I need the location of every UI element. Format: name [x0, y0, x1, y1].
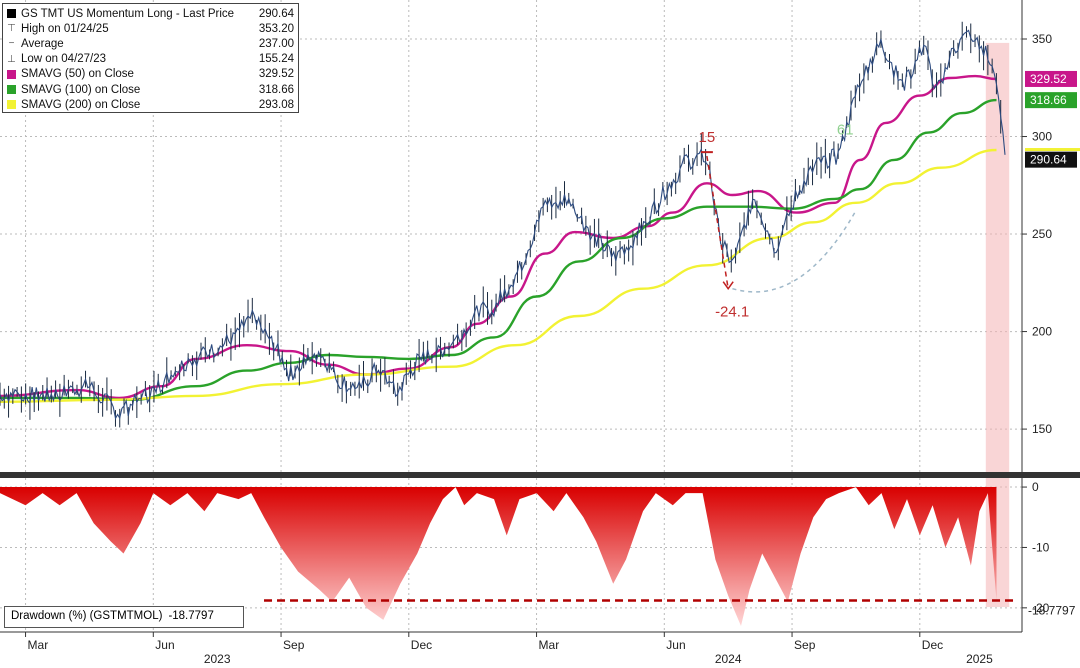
- legend-value: 329.52: [258, 68, 294, 81]
- legend-row: SMAVG (100) on Close 318.66: [7, 82, 294, 97]
- trough-label: -24.1: [715, 304, 749, 321]
- legend-value: 290.64: [258, 7, 294, 20]
- drawdown-legend-label: Drawdown (%) (GSTMTMOL): [11, 610, 163, 622]
- x-tick-label: Jun: [666, 638, 685, 652]
- moving-average-line-2: [0, 148, 997, 403]
- legend-value: 318.66: [258, 83, 294, 96]
- y-tick-label: 150: [1032, 422, 1052, 436]
- price-legend: GS TMT US Momentum Long - Last Price 290.…: [2, 3, 299, 113]
- moving-average-line-0: [0, 74, 997, 400]
- last-value-price-bg: [1025, 151, 1077, 168]
- annotations: 15 -24.1 61: [699, 122, 857, 321]
- partial-label: 61: [837, 122, 854, 139]
- legend-row: ⊥ Low on 04/27/23 155.24: [7, 52, 294, 67]
- y-tick-label: 300: [1032, 130, 1052, 144]
- recovery-arc: [732, 210, 857, 293]
- moving-average-line-1: [0, 98, 997, 402]
- high-marker-icon: ⊤: [7, 23, 16, 35]
- x-tick-label: Jun: [155, 638, 174, 652]
- y-tick-label: 200: [1032, 325, 1052, 339]
- last-value-sma200-marker: [1025, 148, 1080, 152]
- x-year-label: 2024: [715, 652, 742, 666]
- last-value-sma100: 318.66: [1030, 93, 1067, 107]
- x-tick-label: Sep: [794, 638, 816, 652]
- x-tick-label: Dec: [922, 638, 943, 652]
- legend-label: High on 01/24/25: [21, 22, 109, 35]
- legend-row: SMAVG (50) on Close 329.52: [7, 67, 294, 82]
- drawdown-panel: [0, 487, 1014, 626]
- legend-swatch: [7, 69, 16, 79]
- legend-row: SMAVG (200) on Close 293.08: [7, 97, 294, 112]
- legend-label: SMAVG (50) on Close: [21, 68, 134, 81]
- legend-label: GS TMT US Momentum Long - Last Price: [21, 7, 235, 20]
- x-year-label: 2025: [966, 652, 993, 666]
- y-tick-label: 350: [1032, 32, 1052, 46]
- y-tick-label: -10: [1032, 540, 1050, 554]
- last-value-sma100-bg: [1025, 92, 1077, 109]
- drawdown-area: [0, 487, 997, 626]
- recent-period-highlight: [985, 42, 1010, 607]
- legend-value: 155.24: [258, 53, 294, 66]
- legend-swatch: [7, 100, 16, 110]
- drawdown-reference-label: -18.7797: [1028, 603, 1076, 617]
- legend-value: 293.08: [258, 98, 294, 111]
- last-value-sma50: 329.52: [1030, 72, 1067, 86]
- price-series: [0, 21, 1006, 428]
- panel-separator: [0, 472, 1080, 478]
- peak-label: 15: [699, 129, 716, 146]
- legend-label: SMAVG (200) on Close: [21, 98, 141, 111]
- legend-value: 237.00: [258, 37, 294, 50]
- x-year-label: 2023: [204, 652, 231, 666]
- y-tick-label: 250: [1032, 227, 1052, 241]
- x-tick-label: Mar: [539, 638, 560, 652]
- legend-row: ⊤ High on 01/24/25 353.20: [7, 21, 294, 36]
- legend-value: 353.20: [258, 22, 294, 35]
- price-line: [0, 29, 1006, 421]
- drawdown-legend-value: -18.7797: [168, 610, 214, 622]
- legend-label: SMAVG (100) on Close: [21, 83, 141, 96]
- avg-marker-icon: −: [8, 38, 15, 50]
- low-marker-icon: ⊥: [7, 53, 16, 65]
- x-tick-label: Dec: [411, 638, 432, 652]
- legend-swatch: [7, 85, 16, 95]
- legend-row: GS TMT US Momentum Long - Last Price 290.…: [7, 6, 294, 21]
- legend-swatch: [7, 9, 16, 19]
- x-tick-label: Mar: [28, 638, 49, 652]
- last-value-price: 290.64: [1030, 153, 1067, 167]
- drawdown-legend: Drawdown (%) (GSTMTMOL) -18.7797: [4, 606, 244, 628]
- y-tick-label: 0: [1032, 480, 1039, 494]
- x-tick-label: Sep: [283, 638, 305, 652]
- legend-row: − Average 237.00: [7, 36, 294, 51]
- y-tick-label: -20: [1032, 601, 1050, 615]
- legend-label: Low on 04/27/23: [21, 53, 107, 66]
- moving-average-lines: [0, 74, 997, 403]
- drawdown-arrow-head: [722, 281, 734, 290]
- drawdown-arrow-line: [706, 155, 729, 289]
- last-value-sma50-bg: [1025, 70, 1077, 87]
- legend-label: Average: [21, 37, 64, 50]
